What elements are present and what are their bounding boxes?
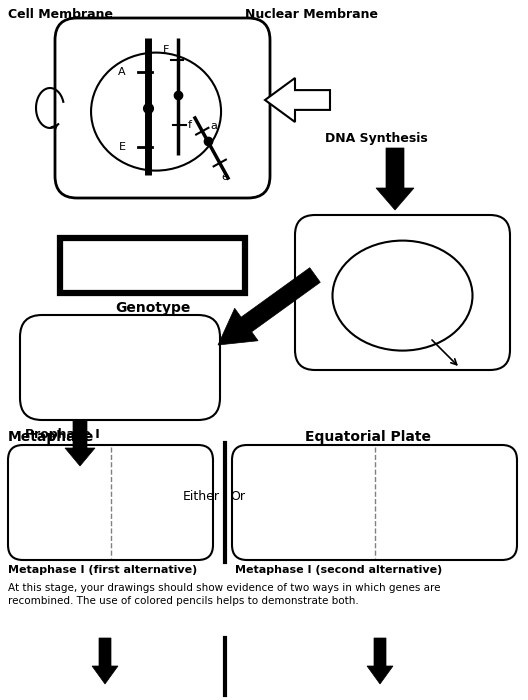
Polygon shape bbox=[92, 638, 118, 684]
Text: Nuclear Membrane: Nuclear Membrane bbox=[245, 8, 378, 21]
Text: A: A bbox=[118, 67, 126, 77]
FancyBboxPatch shape bbox=[295, 215, 510, 370]
FancyBboxPatch shape bbox=[20, 315, 220, 420]
FancyBboxPatch shape bbox=[60, 238, 245, 293]
Text: Or: Or bbox=[230, 491, 245, 503]
FancyBboxPatch shape bbox=[8, 445, 213, 560]
Ellipse shape bbox=[91, 52, 221, 171]
Text: Metaphase: Metaphase bbox=[8, 430, 95, 444]
Polygon shape bbox=[265, 78, 330, 122]
Text: Prophase I: Prophase I bbox=[25, 428, 100, 441]
Polygon shape bbox=[376, 148, 414, 210]
Text: Either: Either bbox=[183, 491, 220, 503]
Ellipse shape bbox=[333, 241, 473, 351]
Polygon shape bbox=[367, 638, 393, 684]
Polygon shape bbox=[65, 420, 95, 466]
Text: Genotype: Genotype bbox=[115, 301, 190, 315]
Text: At this stage, your drawings should show evidence of two ways in which genes are: At this stage, your drawings should show… bbox=[8, 583, 440, 606]
Text: Metaphase I (second alternative): Metaphase I (second alternative) bbox=[235, 565, 442, 575]
Text: e: e bbox=[222, 172, 229, 182]
Text: f: f bbox=[188, 120, 192, 130]
Text: Metaphase I (first alternative): Metaphase I (first alternative) bbox=[8, 565, 197, 575]
Polygon shape bbox=[218, 267, 320, 345]
Text: F: F bbox=[163, 45, 169, 55]
FancyBboxPatch shape bbox=[55, 18, 270, 198]
Text: Equatorial Plate: Equatorial Plate bbox=[305, 430, 431, 444]
Text: a: a bbox=[210, 121, 217, 131]
Text: DNA Synthesis: DNA Synthesis bbox=[325, 132, 428, 145]
FancyBboxPatch shape bbox=[232, 445, 517, 560]
Text: Cell Membrane: Cell Membrane bbox=[8, 8, 113, 21]
Text: E: E bbox=[119, 142, 126, 152]
